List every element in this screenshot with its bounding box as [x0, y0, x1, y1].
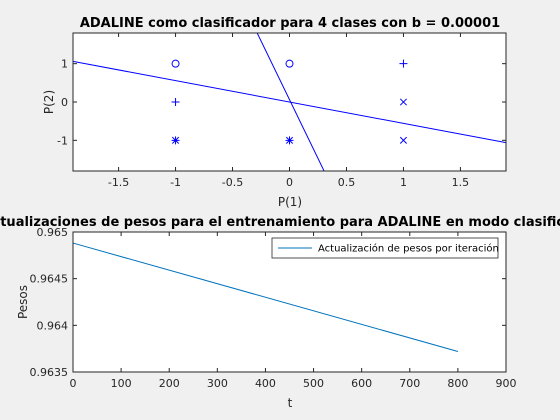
xtick-label: 400: [255, 377, 276, 390]
line-ticks: 0 100 200 300 400 500 600 700 800 900 0.9635 0.964 0…: [30, 226, 517, 390]
line-xlabel: t: [288, 396, 293, 410]
xtick-label: 1.5: [452, 176, 470, 189]
ytick-label: 0.9645: [30, 273, 69, 286]
data-point-plus: [171, 98, 180, 106]
line-axes: Actualizaciones de pesos para el entrena…: [0, 215, 560, 410]
scatter-ylabel: P(2): [42, 90, 56, 114]
xtick-label: 800: [447, 377, 468, 390]
xtick-label: 500: [303, 377, 324, 390]
legend-entry-label: Actualización de pesos por iteración: [318, 243, 499, 255]
data-point-circle: [171, 59, 180, 68]
xtick-label: -1: [170, 176, 181, 189]
scatter-axes: ADALINE como clasificador para 4 clases …: [42, 16, 507, 209]
xtick-label: 900: [496, 377, 517, 390]
data-point-cross: [399, 98, 408, 106]
ytick-label: -1: [57, 134, 68, 147]
xtick-label: -1.5: [108, 176, 129, 189]
scatter-title: ADALINE como clasificador para 4 clases …: [80, 16, 500, 31]
xtick-label: 600: [351, 377, 372, 390]
scatter-clip-group: [73, 33, 506, 171]
line-content: [73, 242, 459, 352]
weight-series-line: [73, 242, 459, 352]
xtick-label: 1: [400, 176, 407, 189]
line-ylabel: Pesos: [16, 285, 30, 319]
legend-box: [271, 237, 499, 259]
scatter-ticks: -1.5 -1 -0.5 0 0.5 1 1.5 -1 0 1: [57, 33, 506, 189]
ytick-label: 0.9635: [30, 366, 69, 379]
xtick-label: 0: [286, 176, 293, 189]
xtick-label: 100: [111, 377, 132, 390]
legend: Actualización de pesos por iteración: [271, 237, 499, 259]
data-point-cross: [399, 136, 408, 144]
data-point-plus: [399, 59, 408, 68]
xtick-label: 0: [70, 377, 77, 390]
line-axes-box: [72, 231, 507, 373]
ytick-label: 1: [61, 58, 68, 71]
line-title: Actualizaciones de pesos para el entrena…: [0, 215, 560, 230]
data-point-star: [285, 136, 294, 145]
xtick-label: 0.5: [338, 176, 356, 189]
decision-boundary-line: [256, 33, 325, 171]
decision-boundary-line: [73, 60, 506, 144]
scatter-content: [73, 33, 506, 171]
data-point-circle: [285, 59, 294, 68]
data-point-star: [171, 136, 180, 145]
ytick-label: 0.965: [37, 226, 69, 239]
ytick-label: 0: [61, 96, 68, 109]
xtick-label: 700: [399, 377, 420, 390]
scatter-xlabel: P(1): [278, 195, 302, 209]
xtick-label: 200: [159, 377, 180, 390]
xtick-label: -0.5: [222, 176, 243, 189]
ytick-label: 0.964: [37, 319, 69, 332]
xtick-label: 300: [207, 377, 228, 390]
